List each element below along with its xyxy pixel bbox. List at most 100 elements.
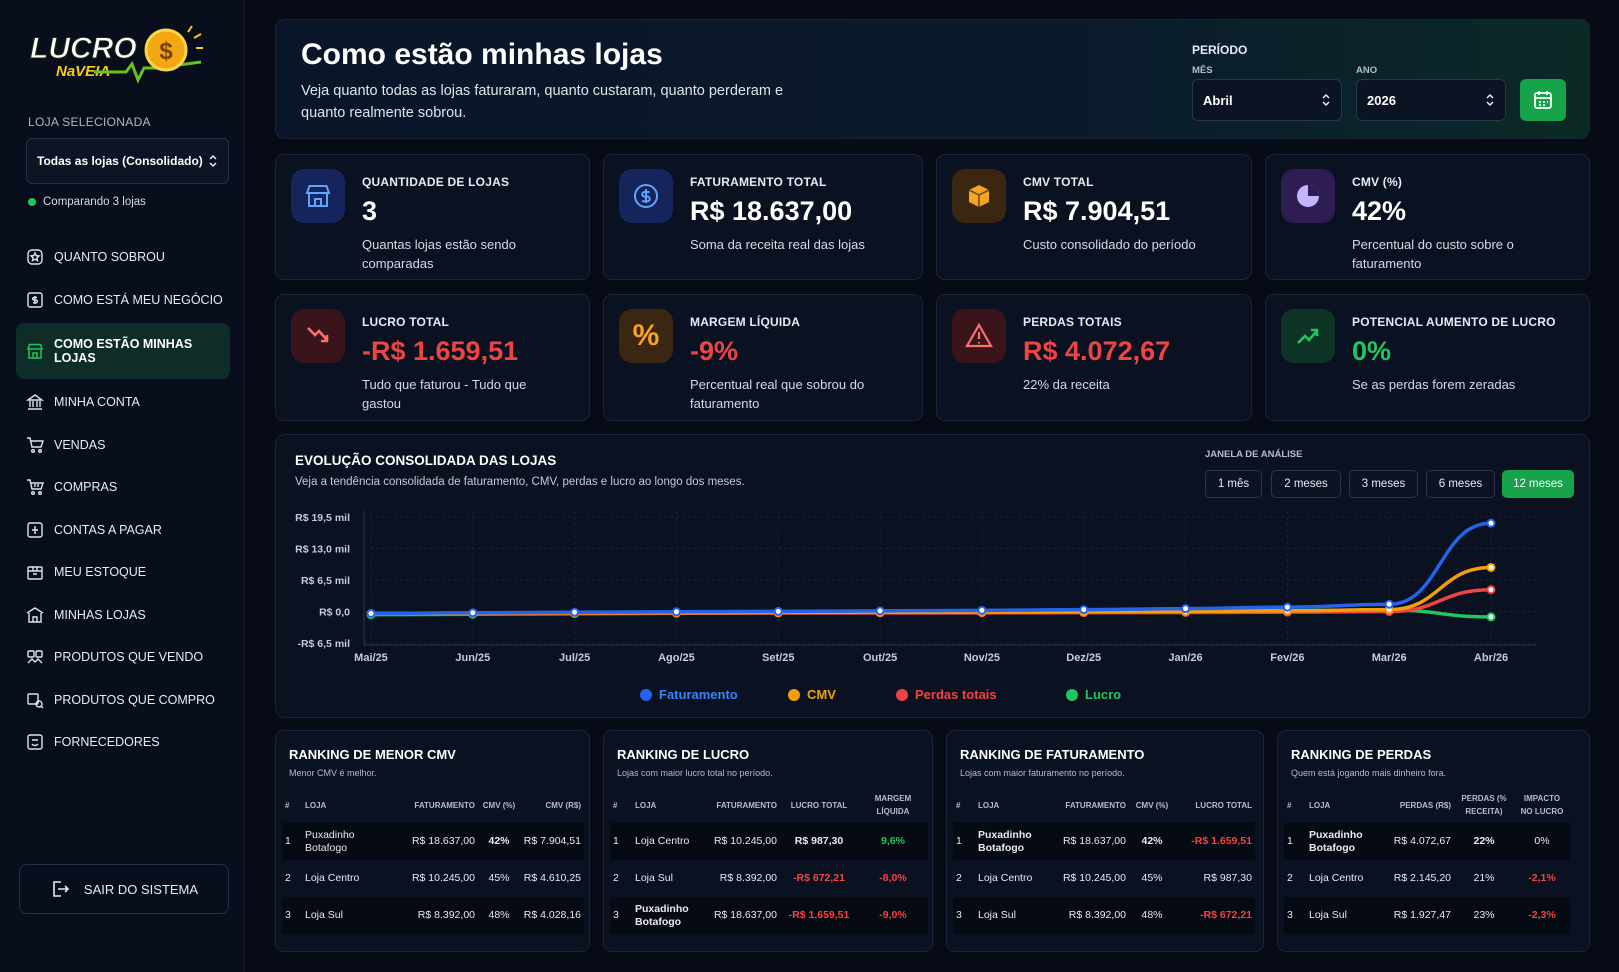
dollar-coin-icon (619, 169, 673, 223)
cell: 9,6% (858, 823, 928, 860)
ranking-table: # LOJA FATURAMENTO LUCRO TOTAL MARGEM LÍQUID… (610, 787, 928, 934)
calendar-button[interactable] (1520, 79, 1566, 121)
data-point-faturamento (1282, 602, 1292, 612)
kpi-card-perdas: PERDAS TOTAIS R$ 4.072,67 22% da receita (936, 294, 1252, 421)
brand-logo-line2: NaVEIA (56, 63, 110, 80)
cell: 2 (285, 872, 291, 884)
legend-item-cmv[interactable]: CMV (788, 687, 836, 702)
nav-minhas-lojas[interactable]: MINHAS LOJAS (16, 594, 230, 637)
table-row[interactable]: 1 Puxadinho Botafogo R$ 18.637,00 42% -R$ 1.… (953, 823, 1255, 860)
nav-quanto-sobrou[interactable]: QUANTO SOBROU (16, 236, 230, 279)
table-row[interactable]: 1 Loja Centro R$ 10.245,00 R$ 987,30 9,6% (610, 823, 928, 860)
kpi-desc: Custo consolidado do período (1023, 237, 1196, 252)
table-row[interactable]: 3 Puxadinho Botafogo R$ 18.637,00 -R$ 1.659… (610, 897, 928, 934)
year-select[interactable]: 2026 (1356, 79, 1506, 121)
data-point-perdas-totais (1486, 585, 1496, 595)
tag-users-icon (27, 650, 43, 664)
logout-button[interactable]: SAIR DO SISTEMA (19, 864, 229, 914)
col-header: IMPACTO NO LUCRO (1520, 794, 1564, 816)
nav-meu-estoque[interactable]: MEU ESTOQUE (16, 551, 230, 594)
col-header: LOJA (1309, 800, 1331, 810)
y-tick-label: R$ 13,0 mil (295, 544, 350, 556)
y-tick-label: R$ 6,5 mil (301, 575, 350, 587)
nav-vendas[interactable]: VENDAS (16, 424, 230, 467)
box-icon (27, 566, 43, 580)
cart-outline-icon (27, 479, 44, 496)
cell: R$ 8.392,00 (1051, 897, 1129, 934)
kpi-card-lojas: QUANTIDADE DE LOJAS 3 Quantas lojas estã… (275, 154, 590, 280)
store-icon (26, 343, 44, 359)
month-select[interactable]: Abril (1192, 79, 1342, 121)
nav-label: PRODUTOS QUE COMPRO (54, 692, 215, 707)
table-row[interactable]: 2 Loja Centro R$ 2.145,20 21% -2,1% (1284, 860, 1570, 897)
nav-compras[interactable]: COMPRAS (16, 466, 230, 509)
nav-produtos-que-vendo[interactable]: PRODUTOS QUE VENDO (16, 636, 230, 679)
kpi-desc: Se as perdas forem zeradas (1352, 377, 1516, 392)
ranking-perdas: RANKING DE PERDAS Quem está jogando mais… (1277, 730, 1590, 952)
cell: 42% (1129, 823, 1175, 860)
data-point-faturamento (366, 609, 376, 618)
nav-produtos-que-compro[interactable]: PRODUTOS QUE COMPRO (16, 679, 230, 722)
nav-minha-conta[interactable]: MINHA CONTA (16, 381, 230, 424)
col-header: PERDAS (R$) (1399, 800, 1451, 810)
table-row[interactable]: 3 Loja Sul R$ 1.927,47 23% -2,3% (1284, 897, 1570, 934)
legend-item-lucro[interactable]: Lucro (1066, 687, 1121, 702)
cell: R$ 8.392,00 (719, 872, 777, 884)
percent-icon: % (619, 309, 673, 363)
window-button-1-mes[interactable]: 1 mês (1205, 470, 1262, 498)
table-row[interactable]: 2 Loja Sul R$ 8.392,00 -R$ 672,21 -8,0% (610, 860, 928, 897)
storefront-icon (26, 606, 44, 623)
col-header: # (1287, 800, 1292, 810)
window-label: JANELA DE ANÁLISE (1205, 449, 1303, 460)
window-button-2-meses[interactable]: 2 meses (1271, 470, 1341, 498)
ranking-title: RANKING DE MENOR CMV (289, 747, 456, 762)
legend-item-faturamento[interactable]: Faturamento (640, 687, 738, 702)
table-row[interactable]: 3 Loja Sul R$ 8.392,00 48% R$ 4.028,16 (282, 897, 584, 934)
col-header: LUCRO TOTAL (790, 800, 848, 810)
brand-logo[interactable]: LUCRO NaVEIA $ (26, 24, 216, 94)
cell: Loja Sul (1306, 897, 1380, 934)
col-header: # (613, 800, 618, 810)
cell: R$ 4.610,25 (523, 872, 581, 884)
nav-label: COMO ESTÁ MEU NEGÓCIO (54, 292, 223, 307)
package-icon (952, 169, 1006, 223)
data-point-faturamento (1181, 604, 1191, 614)
store-select[interactable]: Todas as lojas (Consolidado) (26, 138, 229, 184)
table-row[interactable]: 2 Loja Centro R$ 10.245,00 45% R$ 4.610,25 (282, 860, 584, 897)
table-row[interactable]: 1 Puxadinho Botafogo R$ 18.637,00 42% R$ 7.9… (282, 823, 584, 860)
nav-como-estao-minhas-lojas[interactable]: COMO ESTÃO MINHAS LOJAS (16, 323, 230, 379)
cell: 2 (956, 872, 962, 884)
table-row[interactable]: 3 Loja Sul R$ 8.392,00 48% -R$ 672,21 (953, 897, 1255, 934)
nav-contas-a-pagar[interactable]: CONTAS A PAGAR (16, 509, 230, 552)
window-button-12-meses[interactable]: 12 meses (1502, 470, 1574, 498)
y-tick-label: -R$ 6,5 mil (297, 638, 350, 650)
kpi-value: -9% (690, 336, 739, 366)
month-label: MÊS (1192, 65, 1213, 76)
svg-text:$: $ (159, 38, 173, 65)
select-arrows-icon (209, 154, 217, 168)
nav-label: MINHA CONTA (54, 395, 140, 410)
series-line-faturamento (369, 521, 1493, 616)
cell: Loja Sul (975, 897, 1051, 934)
x-tick-label: Dez/25 (1066, 652, 1101, 664)
kpi-card-potencial: POTENCIAL AUMENTO DE LUCRO 0% Se as perd… (1265, 294, 1590, 421)
legend-item-perdas[interactable]: Perdas totais (896, 687, 997, 702)
trend-up-icon (1281, 309, 1335, 363)
cell: 1 (610, 823, 632, 860)
cell: Puxadinho Botafogo (302, 823, 398, 860)
legend-swatch (1066, 688, 1078, 701)
table-row[interactable]: 2 Loja Centro R$ 10.245,00 45% R$ 987,30 (953, 860, 1255, 897)
nav-como-esta-meu-negocio[interactable]: COMO ESTÁ MEU NEGÓCIO (16, 279, 230, 322)
window-button-3-meses[interactable]: 3 meses (1349, 470, 1418, 498)
nav-label: MEU ESTOQUE (54, 565, 147, 580)
store-select-label: LOJA SELECIONADA (28, 115, 151, 129)
legend-swatch (896, 688, 908, 701)
coin-star-icon (27, 249, 43, 265)
window-button-6-meses[interactable]: 6 meses (1426, 470, 1495, 498)
nav-label: COMO ESTÃO MINHAS LOJAS (54, 337, 193, 365)
kpi-value: R$ 7.904,51 (1023, 196, 1171, 226)
kpi-value: 0% (1352, 336, 1392, 366)
nav-fornecedores[interactable]: FORNECEDORES (16, 721, 230, 764)
table-row[interactable]: 1 Puxadinho Botafogo R$ 4.072,67 22% 0% (1284, 823, 1570, 860)
select-arrows-icon (1486, 93, 1494, 107)
